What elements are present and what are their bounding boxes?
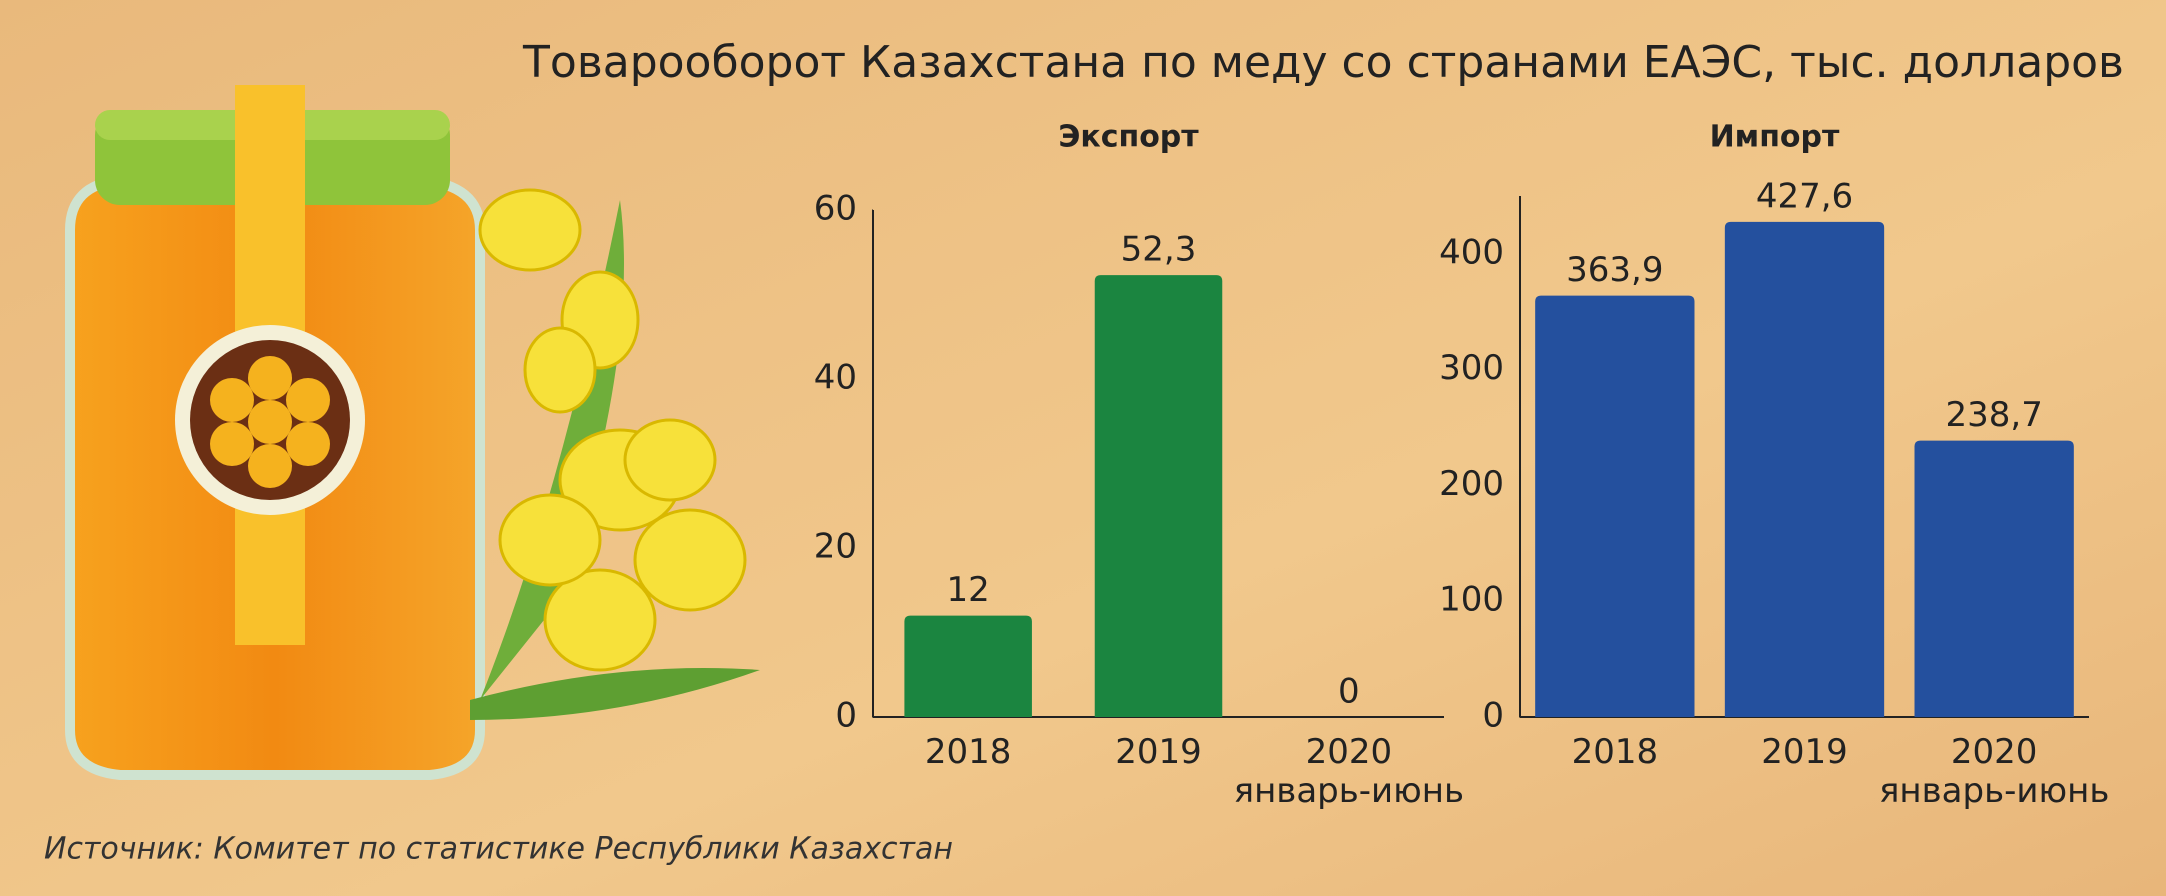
y-tick-label: 100 bbox=[1439, 580, 1504, 620]
x-tick-label: 2019 bbox=[1115, 732, 1202, 772]
value-label: 238,7 bbox=[1945, 395, 2042, 435]
y-tick-label: 400 bbox=[1439, 232, 1504, 272]
value-label: 427,6 bbox=[1756, 176, 1853, 216]
x-tick-label: 2020 январь-июнь bbox=[1234, 732, 1464, 811]
chart-subtitle: Экспорт bbox=[1058, 120, 1199, 155]
title: Товарооборот Казахстана по меду со стран… bbox=[522, 37, 2124, 88]
chart-subtitle: Импорт bbox=[1710, 120, 1840, 155]
x-tick-label: 2019 bbox=[1761, 732, 1848, 772]
value-label: 12 bbox=[947, 570, 990, 610]
y-tick-label: 20 bbox=[814, 527, 857, 567]
bar bbox=[1535, 295, 1695, 717]
honey-jar bbox=[65, 85, 485, 780]
value-label: 52,3 bbox=[1121, 230, 1197, 270]
value-label: 363,9 bbox=[1566, 250, 1663, 290]
bar bbox=[1914, 440, 2074, 717]
y-tick-label: 300 bbox=[1439, 348, 1504, 388]
x-tick-label: 2018 bbox=[925, 732, 1012, 772]
y-tick-label: 40 bbox=[814, 358, 857, 398]
y-tick-label: 60 bbox=[814, 189, 857, 229]
y-tick-label: 0 bbox=[1482, 696, 1504, 736]
bar bbox=[1094, 275, 1223, 717]
y-tick-label: 200 bbox=[1439, 464, 1504, 504]
bar bbox=[904, 615, 1032, 717]
value-label: 0 bbox=[1338, 672, 1360, 712]
x-tick-label: 2018 bbox=[1572, 732, 1659, 772]
y-tick-label: 0 bbox=[835, 696, 857, 736]
source: Источник: Комитет по статистике Республи… bbox=[44, 832, 953, 867]
flowers bbox=[470, 188, 760, 720]
bar bbox=[1724, 221, 1885, 718]
x-tick-label: 2020 январь-июнь bbox=[1879, 732, 2109, 811]
